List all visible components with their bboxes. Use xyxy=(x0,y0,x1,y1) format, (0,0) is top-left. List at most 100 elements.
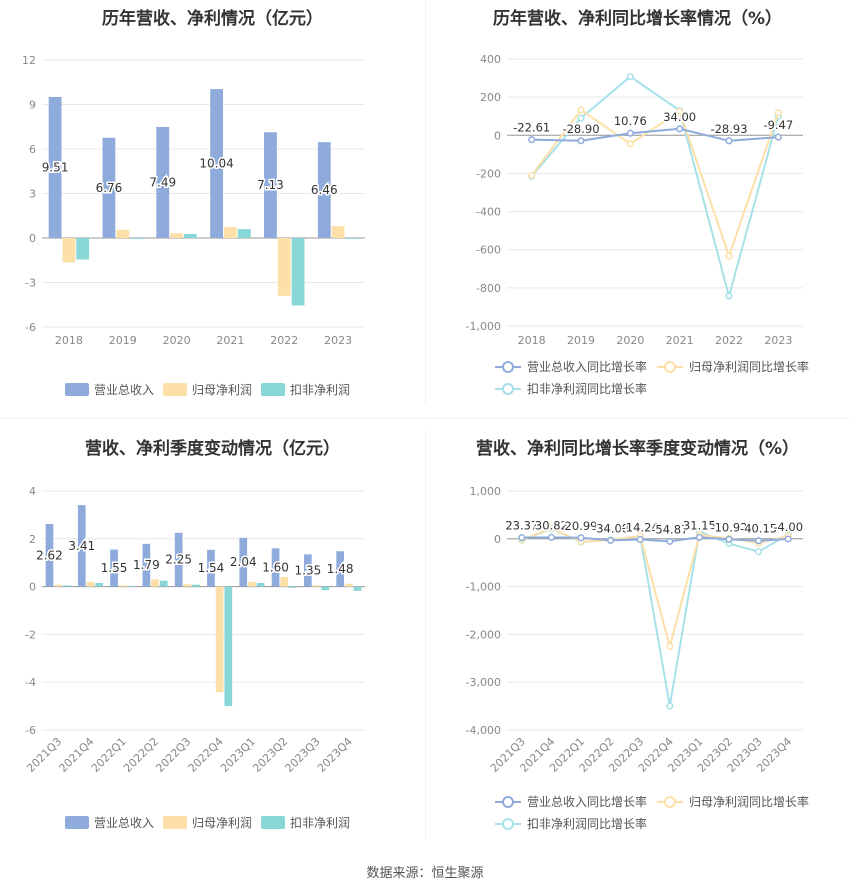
annual-values-panel: 历年营收、净利情况（亿元） 12 9 6 3 0 -3 -6 9.51 6.76 7.49 10.0… xyxy=(0,0,425,410)
bar xyxy=(237,229,251,238)
bar xyxy=(86,581,95,587)
data-point xyxy=(666,537,674,545)
bar xyxy=(151,579,159,587)
data-label: 10.76 xyxy=(614,114,647,128)
data-label: -9.47 xyxy=(763,118,793,132)
data-label: 1.55 xyxy=(101,561,128,575)
bar xyxy=(116,229,130,238)
bar xyxy=(156,126,170,238)
x-tick-label: 2023Q2 xyxy=(250,735,290,775)
bar xyxy=(280,577,289,587)
series-line xyxy=(521,536,789,543)
data-label: -54.87 xyxy=(651,522,688,536)
bar xyxy=(264,132,277,238)
y-tick-label: -3 xyxy=(25,277,36,290)
bar xyxy=(118,585,127,587)
bar xyxy=(291,238,305,306)
data-label: 7.49 xyxy=(149,175,176,189)
data-label: 2.62 xyxy=(36,548,63,562)
x-tick-label: 2023Q1 xyxy=(218,735,258,775)
x-tick-label: 2023 xyxy=(764,334,792,347)
data-point xyxy=(626,72,634,81)
y-tick-label: -4,000 xyxy=(466,724,501,737)
bar xyxy=(289,586,297,588)
y-tick-label: -1,000 xyxy=(466,581,501,594)
data-point xyxy=(547,524,555,532)
y-tick-label: 200 xyxy=(480,91,501,104)
x-tick-label: 2022Q3 xyxy=(153,735,193,775)
x-tick-label: 2021 xyxy=(216,334,244,347)
data-point xyxy=(725,292,733,300)
data-label: -40.15 xyxy=(740,522,777,536)
legend-label: 营业总收入 xyxy=(94,816,154,830)
series-line xyxy=(521,527,789,707)
bar xyxy=(321,586,330,591)
series-line xyxy=(531,127,779,142)
bar xyxy=(304,554,312,587)
y-tick-label: -3,000 xyxy=(466,676,501,689)
data-point xyxy=(547,533,555,541)
data-point xyxy=(676,107,684,115)
legend-label: 营业总收入同比增长率 xyxy=(527,359,647,374)
data-label: -28.93 xyxy=(710,122,747,136)
y-tick-label: 1,000 xyxy=(470,485,502,498)
legend-marker xyxy=(502,361,514,373)
bar xyxy=(256,583,265,587)
bar xyxy=(345,583,353,587)
bar xyxy=(312,585,321,587)
legend-label: 归母净利润 xyxy=(192,383,252,397)
bar xyxy=(317,142,331,238)
x-tick-label: 2018 xyxy=(55,334,83,347)
legend-label: 扣非净利润 xyxy=(290,816,350,830)
bar xyxy=(54,584,62,587)
data-label: 20.99 xyxy=(565,519,598,533)
legend-label: 归母净利润同比增长率 xyxy=(689,359,809,374)
bar xyxy=(248,581,256,587)
data-point xyxy=(666,642,674,650)
annual-growth-panel: 历年营收、净利同比增长率情况（%） 400 200 0 -200 -400 -600 -80… xyxy=(425,0,850,410)
data-label: 30.82 xyxy=(535,518,568,532)
data-label: 9.51 xyxy=(42,160,69,174)
annual-growth-chart: 400 200 0 -200 -400 -600 -800 -1,000 -22.61 -28.9… xyxy=(466,53,809,396)
horizontal-divider xyxy=(0,418,850,419)
y-tick-label: 0 xyxy=(29,232,36,245)
series-line xyxy=(530,75,780,300)
bar xyxy=(45,523,54,587)
data-label: 6.46 xyxy=(311,183,338,197)
y-tick-label: -1,000 xyxy=(466,320,501,333)
data-label: -10.92 xyxy=(710,520,747,534)
data-label: -34.08 xyxy=(592,521,629,535)
bar xyxy=(48,96,62,238)
chart-title: 历年营收、净利同比增长率情况（%） xyxy=(492,9,783,29)
data-label: 34.00 xyxy=(663,110,696,124)
bar xyxy=(159,580,168,587)
data-point xyxy=(577,106,585,114)
bar xyxy=(345,238,359,239)
quarterly-growth-chart: 1,000 0 -1,000 -2,000 -3,000 -4,000 23.3730.82… xyxy=(466,485,809,831)
x-tick-label: 2019 xyxy=(567,334,595,347)
data-point xyxy=(577,137,585,145)
y-tick-label: -400 xyxy=(476,206,501,219)
x-tick-label: 2020 xyxy=(616,334,644,347)
bar xyxy=(62,585,71,587)
x-tick-label: 2018 xyxy=(518,334,546,347)
data-point xyxy=(607,536,615,544)
x-tick-label: 2020 xyxy=(163,334,191,347)
legend-label: 扣非净利润同比增长率 xyxy=(527,381,647,396)
quarterly-values-panel: 营收、净利季度变动情况（亿元） 4 2 0 -2 -4 -6 2.62 3.41 1.55 1.7… xyxy=(0,430,425,850)
y-tick-label: 6 xyxy=(29,143,36,156)
bar xyxy=(239,537,248,587)
data-label: 1.54 xyxy=(198,561,225,575)
data-label: -4.00 xyxy=(773,520,803,534)
data-point xyxy=(695,533,703,541)
y-tick-label: -600 xyxy=(476,244,501,257)
y-tick-label: 4 xyxy=(29,485,36,498)
series-line xyxy=(530,108,780,260)
legend-swatch xyxy=(261,383,285,396)
bar xyxy=(102,137,116,238)
data-label: -14.24 xyxy=(622,520,659,534)
data-label: -22.61 xyxy=(513,121,550,135)
data-label: 31.15 xyxy=(683,518,716,532)
data-label: 1.35 xyxy=(295,563,322,577)
bar xyxy=(183,584,192,587)
